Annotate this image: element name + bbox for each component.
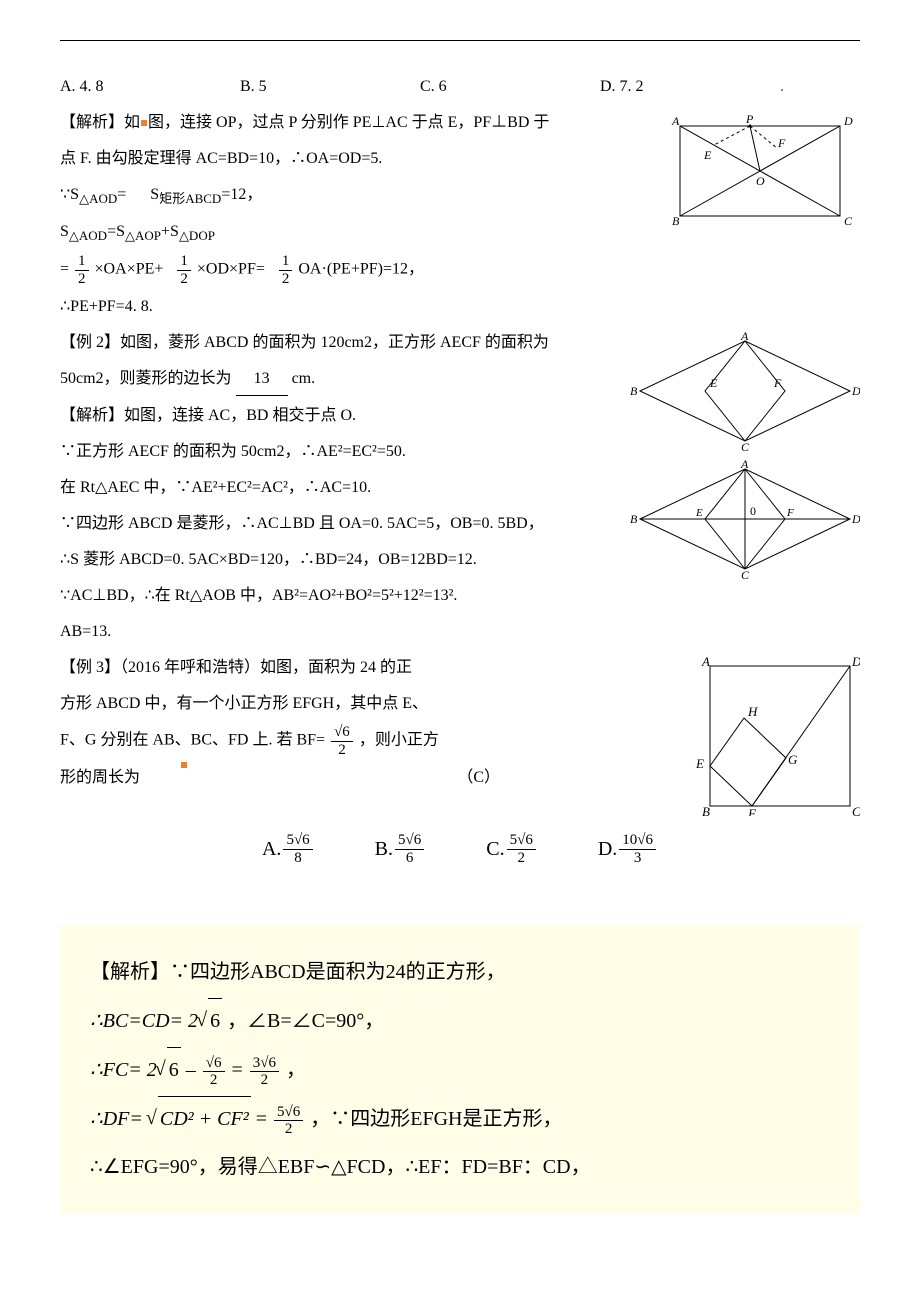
option-b: B. 5 bbox=[240, 71, 340, 103]
marker-icon bbox=[141, 120, 147, 126]
document-page: A. 4. 8 B. 5 C. 6 D. 7. 2 . A D B C P E … bbox=[0, 0, 920, 1253]
solution-line-6: ∴PE+PF=4. 8. bbox=[60, 291, 860, 323]
fraction-half-2: 12 bbox=[177, 253, 191, 287]
example-3-line-4: 形的周长为 （C） bbox=[60, 762, 680, 794]
fraction-half-3: 12 bbox=[279, 253, 293, 287]
example-2-line-2: 50cm2，则菱形的边长为 13 cm. bbox=[60, 363, 860, 396]
frac-s3-1: √62 bbox=[203, 1055, 225, 1089]
options-row-2: A. 5√68 B. 5√66 C. 5√62 D. 10√63 bbox=[60, 832, 860, 866]
answer-blank: 13 bbox=[236, 363, 288, 396]
dot-icon: . bbox=[780, 71, 784, 103]
solution2-line-4: ∵四边形 ABCD 是菱形，∴AC⊥BD 且 OA=0. 5AC=5，OB=0.… bbox=[60, 508, 860, 540]
solution2-line-7: AB=13. bbox=[60, 616, 860, 648]
top-rule bbox=[60, 40, 860, 41]
option-a: A. 5√68 bbox=[262, 832, 315, 866]
example-3-line-2: 方形 ABCD 中，有一个小正方形 EFGH，其中点 E、 bbox=[60, 688, 860, 720]
option-c: C. 6 bbox=[420, 71, 520, 103]
solution2-line-3: 在 Rt△AEC 中，∵AE²+EC²=AC²，∴AC=10. bbox=[60, 472, 860, 504]
solution2-line-1: 【解析】如图，连接 AC，BD 相交于点 O. bbox=[60, 400, 860, 432]
sol3-line-5: ∴∠EFG=90°，易得△EBF∽△FCD，∴EF：FD=BF：CD， bbox=[90, 1145, 830, 1189]
option-a: A. 4. 8 bbox=[60, 71, 160, 103]
example-3-line-1: 【例 3】（2016 年呼和浩特）如图，面积为 24 的正 bbox=[60, 652, 860, 684]
option-c: C. 5√62 bbox=[486, 832, 538, 866]
solution-line-1: 【解析】如图，连接 OP，过点 P 分别作 PE⊥AC 于点 E，PF⊥BD 于 bbox=[60, 107, 860, 139]
solution2-line-2: ∵正方形 AECF 的面积为 50cm2，∴AE²=EC²=50. bbox=[60, 436, 860, 468]
solution2-line-6: ∵AC⊥BD，∴在 Rt△AOB 中，AB²=AO²+BO²=5²+12²=13… bbox=[60, 580, 860, 612]
sol3-line-2: ∴BC=CD= 26 ，∠B=∠C=90°， bbox=[90, 998, 830, 1043]
example-2-line-1: 【例 2】如图，菱形 ABCD 的面积为 120cm2，正方形 AECF 的面积… bbox=[60, 327, 860, 359]
sol3-line-3: ∴FC= 26 – √62 = 3√62 ， bbox=[90, 1047, 830, 1092]
example-3-line-3: F、G 分别在 AB、BC、FD 上. 若 BF= √62 ，则小正方 bbox=[60, 724, 860, 758]
options-row-1: A. 4. 8 B. 5 C. 6 D. 7. 2 . bbox=[60, 71, 860, 103]
solution-line-5: = 12 ×OA×PE+ 12 ×OD×PF= 12 OA·(PE+PF)=12… bbox=[60, 253, 860, 287]
solution-highlight-block: 【解析】∵四边形ABCD是面积为24的正方形， ∴BC=CD= 26 ，∠B=∠… bbox=[60, 926, 860, 1213]
fraction-half-1: 12 bbox=[75, 253, 89, 287]
option-d: D. 10√63 bbox=[598, 832, 658, 866]
fraction-bf: √62 bbox=[331, 724, 353, 758]
frac-s4: 5√62 bbox=[274, 1104, 303, 1138]
sol3-line-4: ∴DF= CD² + CF² = 5√62 ，∵四边形EFGH是正方形， bbox=[90, 1096, 830, 1141]
solution-line-3: ∵S△AOD= S矩形ABCD=12， bbox=[60, 179, 860, 212]
marker-icon bbox=[181, 762, 187, 768]
solution-line-4: S△AOD=S△AOP+S△DOP bbox=[60, 216, 860, 249]
label-E: E bbox=[695, 756, 704, 771]
option-d: D. 7. 2 bbox=[600, 71, 700, 103]
solution2-line-5: ∴S 菱形 ABCD=0. 5AC×BD=120，∴BD=24，OB=12BD=… bbox=[60, 544, 860, 576]
solution-line-2: 点 F. 由勾股定理得 AC=BD=10，∴OA=OD=5. bbox=[60, 143, 860, 175]
label-F: F bbox=[747, 806, 757, 816]
frac-s3-2: 3√62 bbox=[250, 1055, 279, 1089]
sol3-line-1: 【解析】∵四边形ABCD是面积为24的正方形， bbox=[90, 950, 830, 994]
label-B: B bbox=[702, 804, 710, 816]
option-b: B. 5√66 bbox=[375, 832, 427, 866]
label-C: C bbox=[852, 804, 860, 816]
